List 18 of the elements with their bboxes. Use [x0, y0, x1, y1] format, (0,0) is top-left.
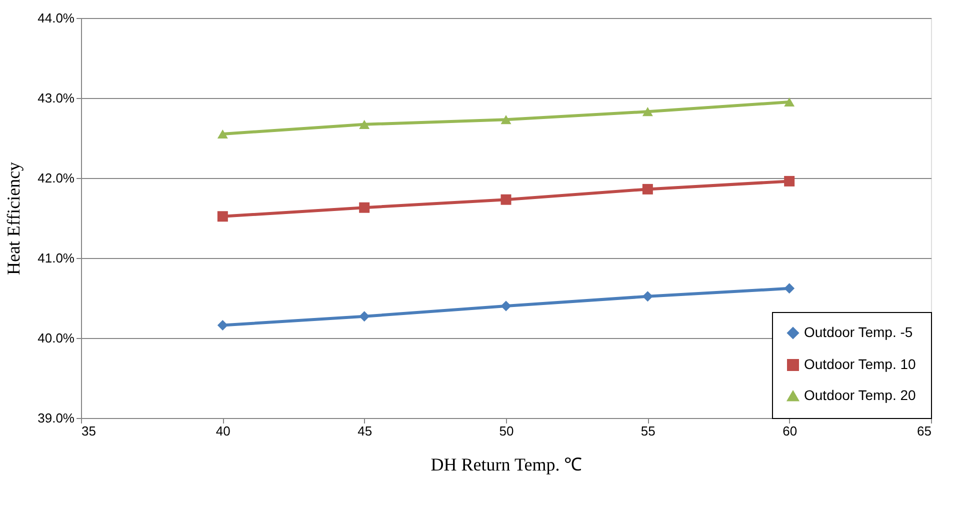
- x-tick-label: 50: [499, 424, 514, 438]
- x-axis-title: DH Return Temp. ℃: [430, 454, 582, 474]
- x-tick-label: 55: [640, 424, 656, 438]
- legend-label: Outdoor Temp. -5: [804, 324, 913, 340]
- x-tick-label: 35: [82, 424, 96, 438]
- x-tick-label: 40: [216, 424, 230, 438]
- x-tick-label: 65: [917, 424, 932, 438]
- x-tick-label: 45: [358, 424, 372, 438]
- legend-label: Outdoor Temp. 20: [804, 387, 916, 403]
- y-tick-label: 44.0%: [38, 10, 75, 26]
- x-tick-label: 60: [782, 424, 798, 438]
- y-tick-label: 42.0%: [38, 170, 75, 186]
- legend-label: Outdoor Temp. 10: [804, 356, 916, 372]
- y-tick-label: 43.0%: [38, 90, 75, 106]
- y-tick-label: 40.0%: [38, 330, 75, 346]
- y-tick-label: 41.0%: [38, 250, 75, 266]
- y-tick-label: 39.0%: [38, 410, 75, 426]
- y-axis-title: Heat Efficiency: [4, 162, 24, 276]
